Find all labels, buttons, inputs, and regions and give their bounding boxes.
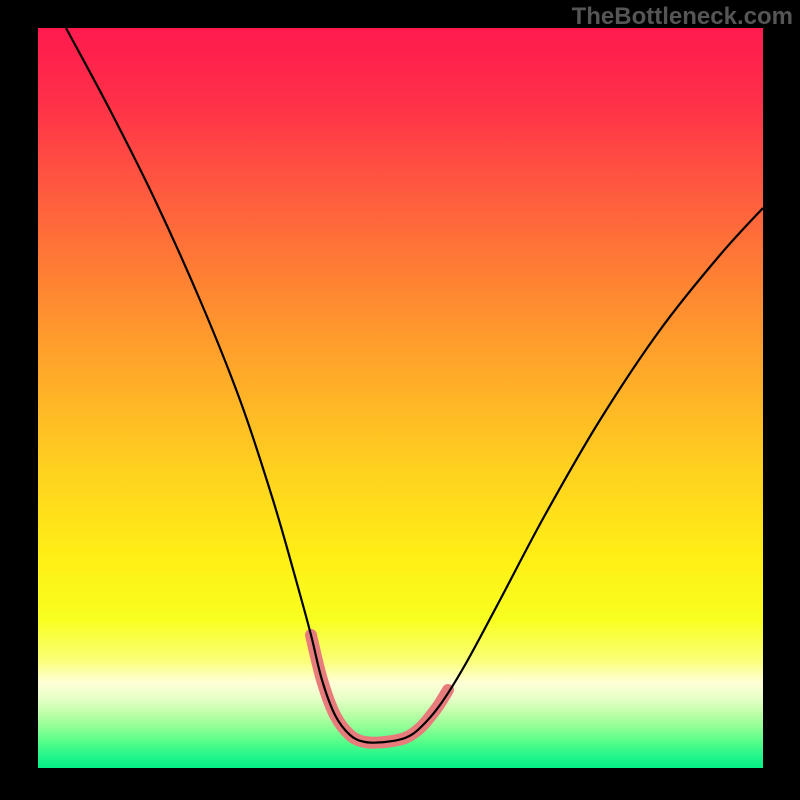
watermark-text: TheBottleneck.com bbox=[572, 3, 793, 31]
gradient-background bbox=[38, 28, 763, 768]
bottleneck-chart bbox=[0, 0, 800, 800]
